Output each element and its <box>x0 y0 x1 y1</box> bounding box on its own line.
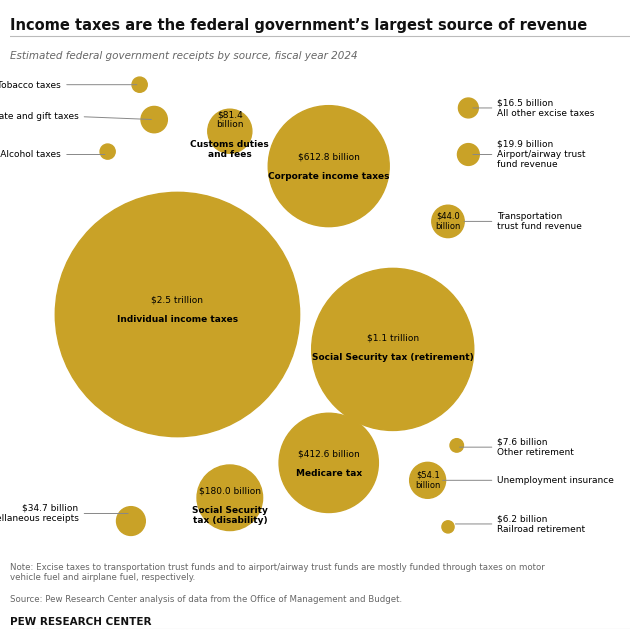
Text: $1.1 trillion: $1.1 trillion <box>367 334 419 343</box>
Text: Transportation
trust fund revenue: Transportation trust fund revenue <box>497 212 582 231</box>
Text: $2.5 trillion: $2.5 trillion <box>152 296 204 304</box>
Text: Estimated federal government receipts by source, fiscal year 2024: Estimated federal government receipts by… <box>10 51 357 61</box>
Circle shape <box>458 143 479 165</box>
Text: Customs duties
and fees: Customs duties and fees <box>191 130 269 159</box>
Text: $29.0 billion  Estate and gift taxes: $29.0 billion Estate and gift taxes <box>0 112 79 121</box>
Circle shape <box>450 438 463 452</box>
Text: $9.6 billion  Alcohol taxes: $9.6 billion Alcohol taxes <box>0 150 61 159</box>
Circle shape <box>268 106 389 226</box>
Text: Unemployment insurance: Unemployment insurance <box>497 476 614 485</box>
Text: $81.4
billion: $81.4 billion <box>216 110 244 130</box>
Circle shape <box>442 521 454 533</box>
Text: PEW RESEARCH CENTER: PEW RESEARCH CENTER <box>10 617 151 627</box>
Circle shape <box>432 205 464 238</box>
Circle shape <box>458 98 478 118</box>
Circle shape <box>116 506 145 535</box>
Circle shape <box>312 269 474 430</box>
Text: Individual income taxes: Individual income taxes <box>117 304 238 324</box>
Circle shape <box>141 106 167 133</box>
Text: $9.7 billion  Tobacco taxes: $9.7 billion Tobacco taxes <box>0 80 61 89</box>
Circle shape <box>55 192 300 437</box>
Circle shape <box>132 77 147 92</box>
Text: $7.6 billion
Other retirement: $7.6 billion Other retirement <box>497 437 574 457</box>
Text: $19.9 billion
Airport/airway trust
fund revenue: $19.9 billion Airport/airway trust fund … <box>497 140 586 169</box>
Text: Source: Pew Research Center analysis of data from the Office of Management and B: Source: Pew Research Center analysis of … <box>10 594 402 604</box>
Text: $612.8 billion: $612.8 billion <box>298 152 360 161</box>
Text: Note: Excise taxes to transportation trust funds and to airport/airway trust fun: Note: Excise taxes to transportation tru… <box>10 563 545 582</box>
Circle shape <box>208 109 252 153</box>
Text: $44.0
billion: $44.0 billion <box>435 212 461 231</box>
Circle shape <box>410 462 445 498</box>
Text: $16.5 billion
All other excise taxes: $16.5 billion All other excise taxes <box>497 98 595 118</box>
Circle shape <box>279 413 378 513</box>
Text: Income taxes are the federal government’s largest source of revenue: Income taxes are the federal government’… <box>10 18 587 33</box>
Text: $412.6 billion: $412.6 billion <box>298 450 360 459</box>
Text: Social Security
tax (disability): Social Security tax (disability) <box>192 495 268 525</box>
Text: Medicare tax: Medicare tax <box>296 459 362 478</box>
Text: Corporate income taxes: Corporate income taxes <box>268 161 390 181</box>
Text: $180.0 billion: $180.0 billion <box>199 486 261 495</box>
Text: $54.1
billion: $54.1 billion <box>415 470 440 490</box>
Text: Social Security tax (retirement): Social Security tax (retirement) <box>312 343 474 362</box>
Circle shape <box>197 465 262 530</box>
Text: $6.2 billion
Railroad retirement: $6.2 billion Railroad retirement <box>497 515 586 533</box>
Circle shape <box>100 144 115 159</box>
Text: $34.7 billion
Miscellaneous receipts: $34.7 billion Miscellaneous receipts <box>0 504 79 523</box>
